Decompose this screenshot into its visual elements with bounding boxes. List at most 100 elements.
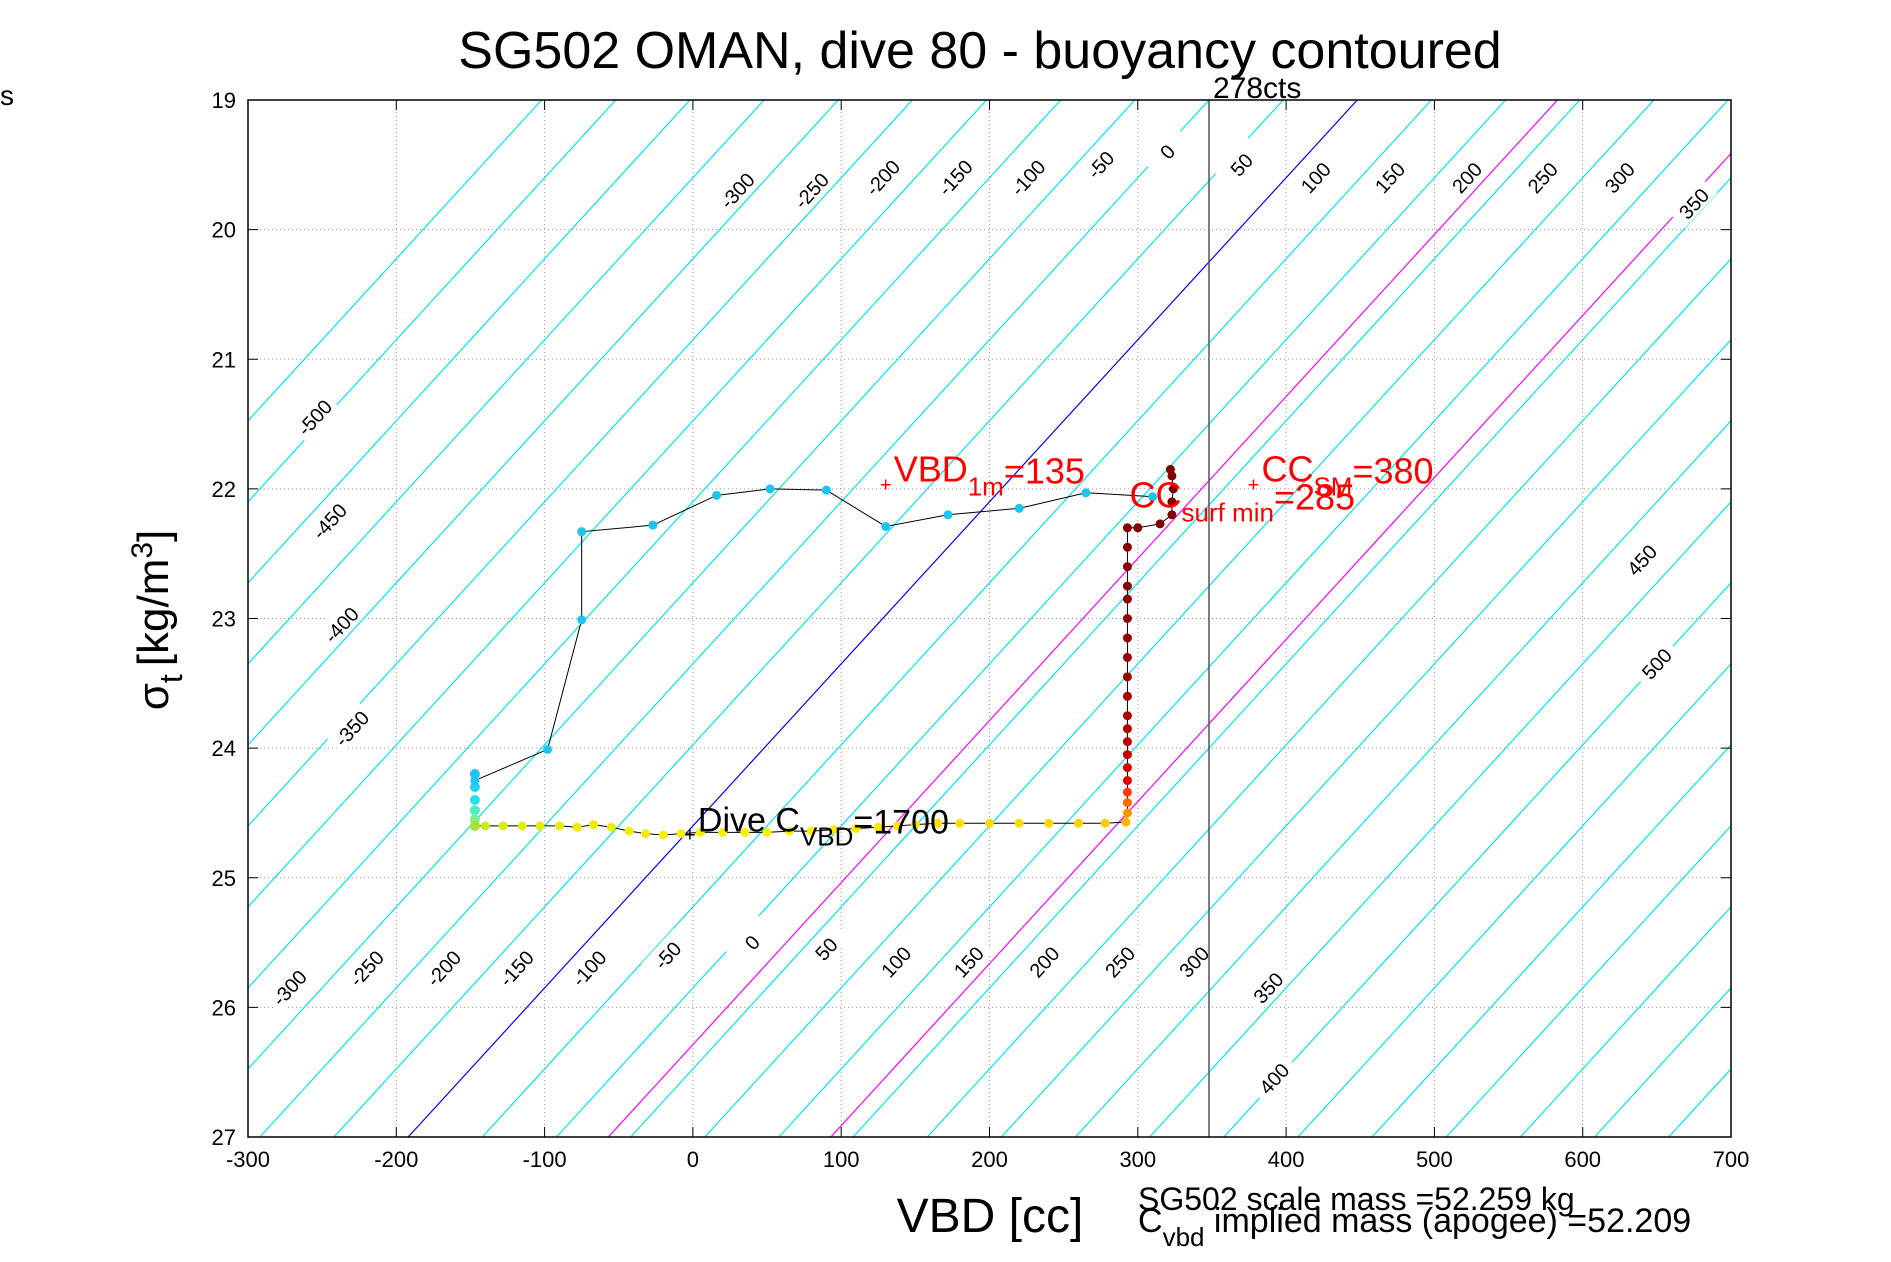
- contour-label-bg: [1516, 150, 1567, 203]
- climb-point: [469, 805, 480, 816]
- dive-point: [1122, 672, 1132, 682]
- contour-label-bg: [1167, 934, 1218, 987]
- climb-point: [469, 782, 480, 793]
- dive-point: [1122, 808, 1132, 818]
- climb-point: [943, 510, 953, 520]
- contour-line: [852, 176, 1731, 1137]
- dive-point: [1122, 787, 1132, 797]
- contour-label-bg: [869, 934, 920, 987]
- dive-point: [1100, 818, 1110, 828]
- dive-point: [606, 822, 616, 832]
- contour-line: [1445, 825, 1731, 1137]
- contour-label-bg: [1140, 124, 1192, 177]
- contour-line: [926, 257, 1731, 1137]
- annotation-cc-surf-min-sub: surf min: [1181, 498, 1273, 528]
- buoyancy-contours: [248, 100, 1731, 1137]
- dive-point: [640, 829, 650, 839]
- contour-label-bg: [641, 928, 692, 980]
- y-tick-label: 27: [212, 1125, 236, 1150]
- dive-point: [873, 822, 883, 832]
- dive-path: [469, 464, 1178, 840]
- contour-label-bg: [262, 960, 314, 1013]
- climb-point: [470, 776, 480, 786]
- annotation-dive-c-tail: =1700: [853, 804, 949, 842]
- dive-point: [1167, 497, 1177, 507]
- dive-point: [1155, 519, 1165, 529]
- dive-point: [572, 822, 582, 832]
- climb-point: [712, 490, 722, 500]
- footer-scale-mass: SG502 scale mass =52.259 kg: [1138, 1181, 1575, 1217]
- climb-point: [577, 615, 587, 625]
- dive-point: [933, 818, 943, 828]
- contour-label-bg: [1593, 150, 1644, 203]
- x-tick-label: 100: [823, 1147, 860, 1172]
- contour-line: [248, 100, 543, 422]
- dive-point: [1122, 691, 1132, 701]
- dive-point: [535, 821, 545, 831]
- contour-label-bg: [562, 941, 613, 993]
- contour-label-bg: [942, 934, 993, 987]
- y-tick-label: 25: [212, 866, 236, 891]
- contour-line: [1000, 338, 1731, 1137]
- contour-line: [248, 100, 1062, 989]
- climb-point: [577, 527, 587, 537]
- axes: -300 -200 -100 0 100 200 300 400 500 600 700 19 20 21…: [212, 88, 1750, 1172]
- contour-label-bg: [314, 597, 366, 650]
- contour-label-bg: [1017, 934, 1068, 987]
- dive-point: [893, 821, 903, 831]
- x-tick-label: 0: [687, 1147, 699, 1172]
- contour-line: [704, 100, 1655, 1137]
- dive-point: [718, 827, 728, 837]
- contour-line: [1149, 500, 1731, 1137]
- annotation-cc-sm-sub: SM: [1313, 472, 1352, 502]
- y-axis-label-close: ]: [129, 530, 178, 542]
- contour-label-bg: [1241, 960, 1292, 1013]
- contour-label-bg: [785, 163, 836, 216]
- contour-line-highlight: [607, 100, 1558, 1137]
- y-tick-label: 26: [212, 995, 236, 1020]
- y-axis-label-sup: 3: [126, 542, 159, 559]
- dive-point: [910, 820, 920, 830]
- dive-point: [1122, 562, 1132, 572]
- dive-point: [1122, 633, 1132, 643]
- dive-point: [1122, 594, 1132, 604]
- contour-label-bg: [340, 941, 391, 993]
- contour-line: [778, 100, 1729, 1137]
- chart-title: SG502 OMAN, dive 80 - buoyancy contoured: [458, 22, 1501, 80]
- contour-line: [248, 100, 765, 665]
- contour-label-bg: [1615, 533, 1666, 585]
- annotation-cc-surf-min-base: CC: [1129, 475, 1181, 516]
- annotation-vbd-1m-base: VBD: [894, 449, 968, 490]
- contour-label-bg: [417, 941, 468, 993]
- dive-point: [829, 825, 839, 835]
- climb-point: [765, 484, 775, 494]
- x-tick-label: 600: [1564, 1147, 1601, 1172]
- annotation-vbd-1m-marker: +: [880, 475, 892, 497]
- contour-label-bg: [303, 494, 354, 546]
- contour-label-bg: [856, 150, 907, 203]
- contour-line: [248, 100, 617, 503]
- dive-point: [1122, 737, 1132, 747]
- y-tick-label: 21: [212, 347, 236, 372]
- dive-point: [1122, 581, 1132, 591]
- dive-point: [985, 818, 994, 828]
- y-tick-label: 20: [212, 218, 236, 243]
- climb-path-line: [474, 488, 1153, 782]
- dive-point: [1168, 484, 1178, 494]
- dive-point: [1121, 817, 1131, 827]
- contour-line: [333, 100, 1284, 1137]
- y-tick-label: 19: [212, 88, 236, 113]
- x-axis-label: VBD [cc]: [897, 1190, 1084, 1243]
- contour-line: [248, 100, 913, 827]
- contour-label-bg: [1001, 150, 1052, 203]
- contour-line: [1668, 1068, 1731, 1137]
- climb-point: [648, 520, 658, 530]
- contour-label-bg: [489, 941, 541, 993]
- dive-point: [589, 820, 599, 830]
- contour-label-bg: [1093, 934, 1144, 987]
- dive-path-line: [474, 469, 1174, 836]
- dive-point: [695, 827, 705, 837]
